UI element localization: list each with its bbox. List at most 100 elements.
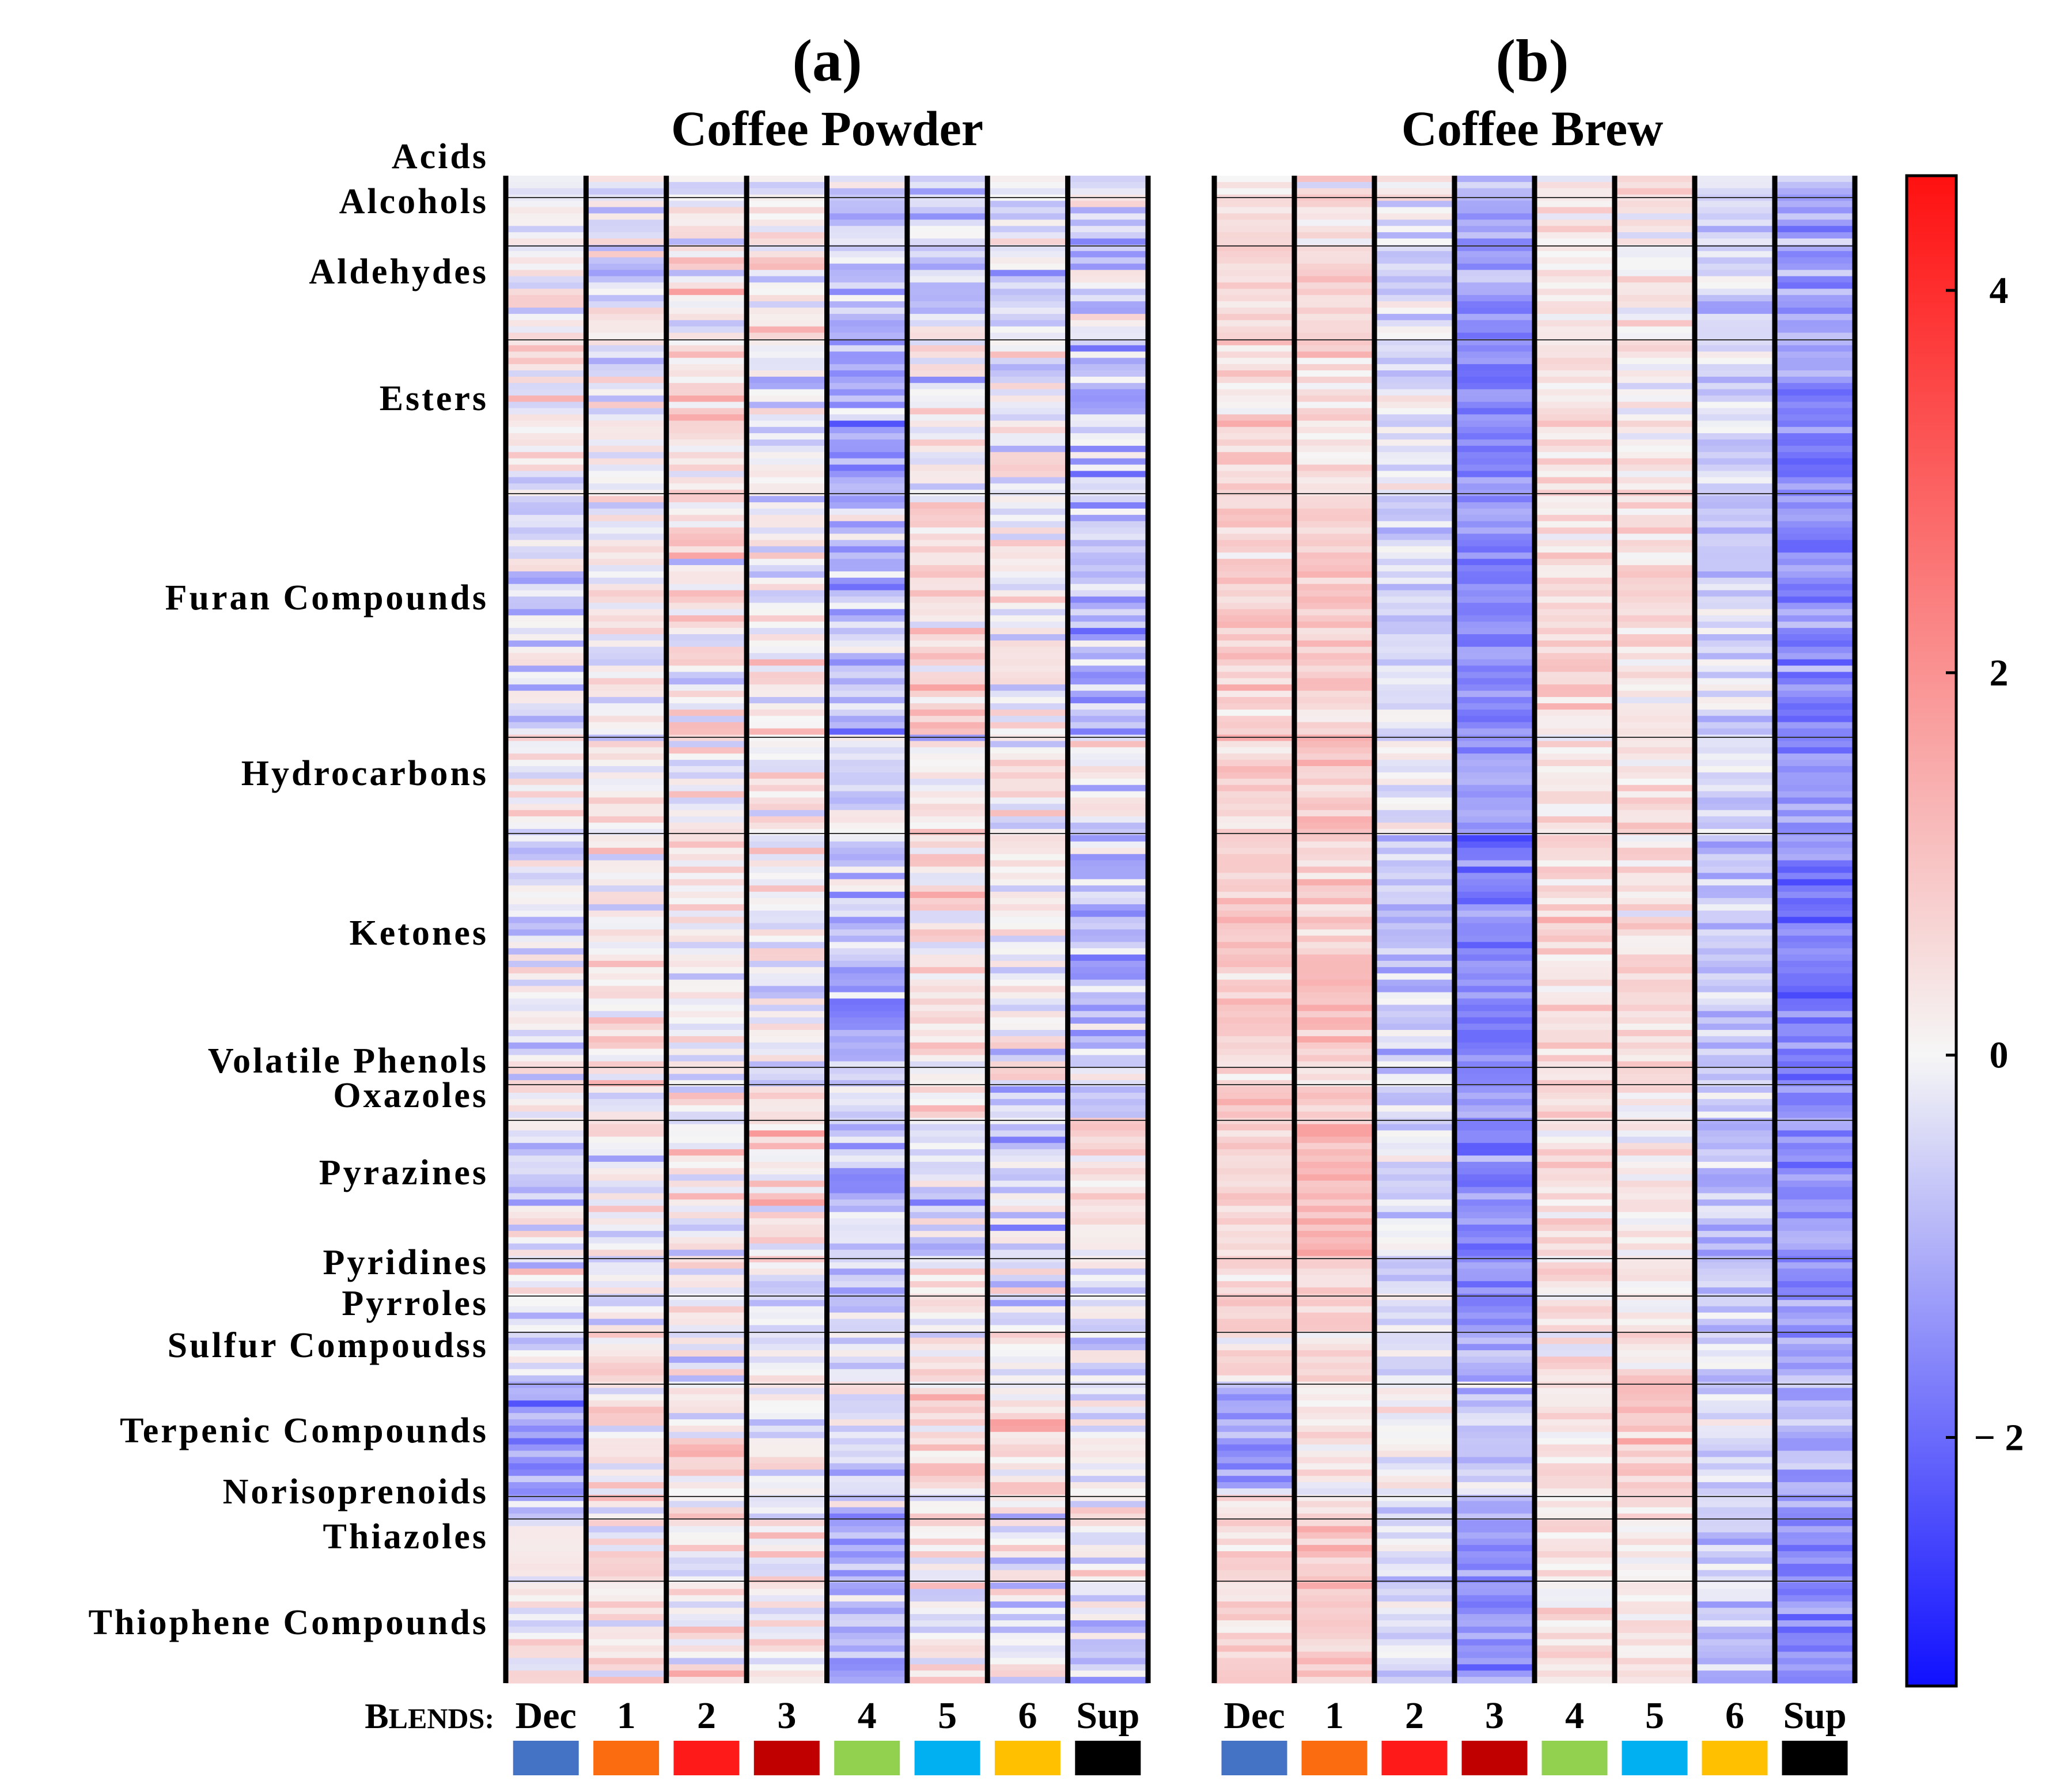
heatmap-cell bbox=[666, 678, 747, 685]
heatmap-cell bbox=[586, 1306, 667, 1313]
heatmap-cell bbox=[1454, 835, 1535, 842]
heatmap-cell bbox=[1067, 1086, 1149, 1093]
heatmap-cell bbox=[506, 251, 586, 258]
heatmap-cell bbox=[1775, 1582, 1855, 1590]
column-label: Dec bbox=[1224, 1695, 1285, 1737]
heatmap-cell bbox=[1214, 1582, 1295, 1590]
heatmap-cell bbox=[666, 835, 747, 842]
heatmap-cell bbox=[586, 584, 667, 591]
heatmap-cell bbox=[1775, 1670, 1855, 1677]
heatmap-cell bbox=[987, 1431, 1069, 1439]
heatmap-cell bbox=[1775, 1230, 1855, 1238]
heatmap-cell bbox=[1294, 1262, 1375, 1269]
heatmap-cell bbox=[987, 1306, 1069, 1313]
heatmap-cell bbox=[1535, 998, 1615, 1005]
heatmap-cell bbox=[1535, 508, 1615, 516]
heatmap-cell bbox=[506, 1143, 586, 1150]
heatmap-cell bbox=[987, 722, 1069, 729]
heatmap-cell bbox=[1615, 816, 1695, 823]
heatmap-cell bbox=[907, 1230, 988, 1238]
heatmap-cell bbox=[1615, 659, 1695, 666]
heatmap-cell bbox=[586, 709, 667, 717]
heatmap-cell bbox=[747, 885, 828, 892]
heatmap-cell bbox=[1294, 678, 1375, 685]
heatmap-cell bbox=[1775, 986, 1855, 993]
heatmap-cell bbox=[666, 1067, 747, 1074]
heatmap-cell bbox=[666, 1626, 747, 1634]
heatmap-cell bbox=[1775, 1117, 1855, 1125]
heatmap-cell bbox=[1695, 810, 1775, 817]
heatmap-cell bbox=[827, 728, 908, 736]
heatmap-cell bbox=[1294, 1651, 1375, 1658]
heatmap-cell bbox=[1695, 200, 1775, 208]
heatmap-cell bbox=[1067, 1381, 1149, 1389]
heatmap-cell bbox=[506, 747, 586, 754]
heatmap-cell bbox=[666, 1155, 747, 1162]
heatmap-cell bbox=[747, 1024, 828, 1031]
heatmap-cell bbox=[827, 722, 908, 729]
heatmap-cell bbox=[1615, 320, 1695, 327]
heatmap-cell bbox=[1695, 998, 1775, 1005]
heatmap-cell bbox=[1454, 1400, 1535, 1407]
heatmap-cell bbox=[586, 263, 667, 271]
heatmap-cell bbox=[586, 1168, 667, 1175]
heatmap-cell bbox=[1775, 1501, 1855, 1508]
heatmap-cell bbox=[1214, 854, 1295, 861]
heatmap-cell bbox=[1294, 998, 1375, 1005]
heatmap-cell bbox=[586, 571, 667, 578]
heatmap-cell bbox=[907, 521, 988, 528]
heatmap-cell bbox=[666, 1080, 747, 1087]
heatmap-cell bbox=[1294, 1576, 1375, 1583]
heatmap-cell bbox=[1454, 207, 1535, 214]
heatmap-cell bbox=[1067, 1425, 1149, 1433]
heatmap-cell bbox=[827, 942, 908, 949]
heatmap-cell bbox=[666, 954, 747, 961]
heatmap-cell bbox=[907, 427, 988, 434]
heatmap-cell bbox=[506, 408, 586, 415]
heatmap-cell bbox=[1067, 527, 1149, 535]
heatmap-cell bbox=[987, 709, 1069, 717]
heatmap-cell bbox=[907, 672, 988, 679]
heatmap-cell bbox=[987, 1488, 1069, 1495]
heatmap-cell bbox=[666, 1212, 747, 1219]
heatmap-cell bbox=[1775, 1048, 1855, 1056]
heatmap-cell bbox=[907, 1651, 988, 1658]
heatmap-cell bbox=[1695, 1362, 1775, 1370]
heatmap-cell bbox=[1454, 527, 1535, 535]
heatmap-cell bbox=[1067, 490, 1149, 497]
heatmap-cell bbox=[1615, 263, 1695, 271]
heatmap-cell bbox=[1067, 1029, 1149, 1037]
heatmap-cell bbox=[1695, 1149, 1775, 1156]
heatmap-cell bbox=[666, 1664, 747, 1671]
heatmap-cell bbox=[987, 464, 1069, 472]
heatmap-cell bbox=[747, 295, 828, 302]
heatmap-cell bbox=[1294, 339, 1375, 346]
heatmap-cell bbox=[1535, 1614, 1615, 1621]
heatmap-cell bbox=[586, 1312, 667, 1320]
heatmap-cell bbox=[1775, 502, 1855, 509]
heatmap-cell bbox=[1067, 1670, 1149, 1677]
heatmap-cell bbox=[506, 471, 586, 478]
heatmap-cell bbox=[1695, 263, 1775, 271]
heatmap-cell bbox=[666, 791, 747, 798]
heatmap-cell bbox=[987, 577, 1069, 585]
heatmap-cell bbox=[1067, 351, 1149, 358]
heatmap-cell bbox=[1615, 791, 1695, 798]
heatmap-cell bbox=[586, 1632, 667, 1640]
heatmap-cell bbox=[506, 1055, 586, 1062]
heatmap-cell bbox=[907, 1425, 988, 1433]
heatmap-cell bbox=[747, 1563, 828, 1571]
heatmap-cell bbox=[827, 433, 908, 440]
heatmap-cell bbox=[1535, 577, 1615, 585]
heatmap-cell bbox=[1454, 1168, 1535, 1175]
heatmap-cell bbox=[666, 634, 747, 641]
heatmap-cell bbox=[1374, 1608, 1455, 1615]
heatmap-cell bbox=[1454, 521, 1535, 528]
heatmap-cell bbox=[1454, 1237, 1535, 1244]
heatmap-cell bbox=[506, 766, 586, 773]
heatmap-cell bbox=[1535, 1024, 1615, 1031]
heatmap-cell bbox=[1695, 181, 1775, 189]
heatmap-cell bbox=[1067, 866, 1149, 873]
heatmap-cell bbox=[586, 1256, 667, 1263]
heatmap-cell bbox=[1454, 785, 1535, 792]
